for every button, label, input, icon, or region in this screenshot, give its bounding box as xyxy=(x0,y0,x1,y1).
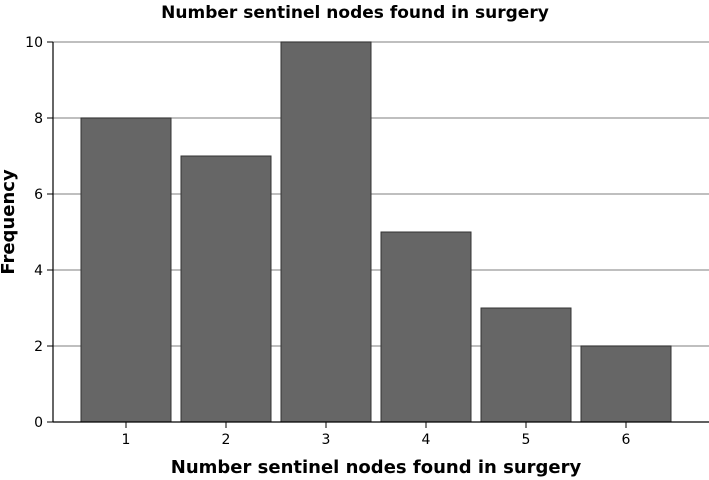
axes xyxy=(52,42,709,423)
x-axis-label: Number sentinel nodes found in surgery xyxy=(171,457,582,478)
x-tick-label: 1 xyxy=(122,432,131,448)
bar-6 xyxy=(580,345,672,423)
y-tick-label: 8 xyxy=(34,111,43,127)
y-axis-label: Frequency xyxy=(0,169,19,275)
y-tick-label: 6 xyxy=(34,187,43,203)
x-tick-label: 4 xyxy=(422,432,431,448)
bar-5 xyxy=(480,307,572,423)
y-tick-label: 2 xyxy=(34,339,43,355)
bar-4 xyxy=(380,231,472,423)
y-ticks: 0 2 4 6 8 10 xyxy=(25,35,53,431)
y-tick-label: 4 xyxy=(34,263,43,279)
x-tick-label: 2 xyxy=(222,432,231,448)
bar-2 xyxy=(180,155,272,423)
x-tick-label: 3 xyxy=(322,432,331,448)
bar-3 xyxy=(280,41,372,423)
x-ticks: 1 2 3 4 5 6 xyxy=(122,422,631,448)
y-tick-label: 10 xyxy=(25,35,43,51)
y-tick-label: 0 xyxy=(34,415,43,431)
x-tick-label: 6 xyxy=(622,432,631,448)
chart-title: Number sentinel nodes found in surgery xyxy=(161,3,549,23)
x-tick-label: 5 xyxy=(522,432,531,448)
bar-1 xyxy=(80,117,172,423)
bars xyxy=(80,41,672,423)
